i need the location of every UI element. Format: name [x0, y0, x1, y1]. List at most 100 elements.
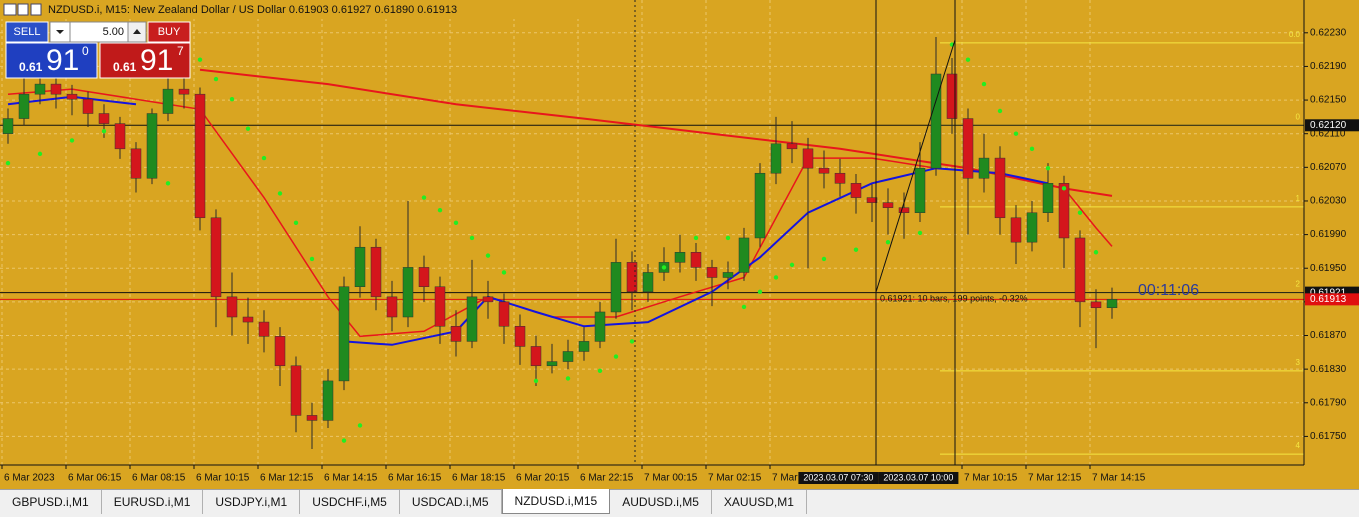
sar-dot	[293, 220, 299, 226]
fib-label: 0	[1296, 112, 1301, 121]
sar-dot	[773, 275, 779, 280]
chart: 0.0012340.622300.621900.621500.621100.62…	[0, 0, 1359, 489]
sar-dot	[725, 235, 731, 241]
candle-body	[450, 326, 462, 342]
chart-tab[interactable]: USDJPY.i,M1	[203, 490, 301, 514]
sar-dot	[437, 208, 443, 213]
x-tick-label: 6 Mar 16:15	[388, 473, 442, 484]
candle-body	[50, 83, 62, 95]
x-tick-label: 6 Mar 12:15	[260, 473, 314, 484]
sar-dot	[917, 230, 923, 236]
spinner-arrow	[133, 29, 141, 34]
sar-dot	[997, 108, 1003, 114]
candle-body	[1106, 299, 1118, 309]
sar-dot	[101, 128, 107, 134]
sar-dot	[661, 265, 667, 270]
sar-dot	[485, 253, 491, 258]
sar-dot	[165, 181, 171, 186]
x-tick-label: 7 Mar 02:15	[708, 473, 762, 484]
sar-dot	[789, 262, 795, 268]
candle-body	[1090, 301, 1102, 309]
candle-body	[818, 167, 830, 174]
candle-body	[594, 311, 606, 342]
candle-body	[546, 361, 558, 367]
sar-dot	[469, 235, 475, 241]
buy-label[interactable]: BUY	[158, 26, 181, 38]
price-label: 0.62120	[1310, 120, 1347, 131]
ask-small: 7	[177, 44, 184, 58]
chart-tab[interactable]: AUDUSD.i,M5	[610, 490, 712, 514]
buy-button[interactable]	[147, 21, 191, 43]
candle-body	[1058, 183, 1070, 239]
sar-dot	[853, 247, 859, 252]
chart-tab[interactable]: GBPUSD.i,M1	[0, 490, 102, 514]
fib-label: 4	[1296, 441, 1301, 450]
candle-body	[610, 262, 622, 313]
chart-header: NZDUSD.i, M15: New Zealand Dollar / US D…	[48, 4, 457, 16]
sar-dot	[229, 97, 235, 102]
chart-tab[interactable]: XAUUSD,M1	[712, 490, 807, 514]
bid-big: 0.61	[19, 60, 43, 74]
time-label: 2023.03.07 07:30	[803, 472, 873, 482]
y-tick-label: 0.62150	[1310, 95, 1347, 106]
sar-dot	[965, 57, 971, 62]
candle-body	[354, 246, 366, 287]
candle-body	[962, 118, 974, 179]
candle-body	[834, 172, 846, 184]
sell-label[interactable]: SELL	[14, 26, 41, 38]
candle-body	[978, 157, 990, 179]
fib-label: 1	[1296, 194, 1301, 203]
chart-tab[interactable]: NZDUSD.i,M15	[501, 489, 611, 514]
sar-dot	[613, 354, 619, 359]
candle-body	[1042, 183, 1054, 213]
y-tick-label: 0.62190	[1310, 61, 1347, 72]
sell-button[interactable]	[5, 21, 49, 43]
candle-body	[258, 321, 270, 337]
menu-icon[interactable]	[3, 3, 17, 16]
chart-tab[interactable]: USDCAD.i,M5	[400, 490, 502, 514]
chart-tabs: GBPUSD.i,M1 EURUSD.i,M1 USDJPY.i,M1 USDCHF.…	[0, 489, 1359, 517]
x-tick-label: 6 Mar 22:15	[580, 473, 634, 484]
sar-dot	[309, 256, 315, 262]
chart-icon[interactable]	[17, 3, 29, 16]
y-tick-label: 0.62110	[1310, 128, 1346, 139]
candle-body	[642, 272, 654, 293]
candle-body	[338, 286, 350, 382]
candle-body	[130, 148, 142, 179]
bid-box[interactable]	[5, 42, 98, 79]
chart-icon[interactable]	[30, 3, 42, 16]
chart-tab[interactable]: EURUSD.i,M1	[102, 490, 204, 514]
x-tick-label: 6 Mar 20:15	[516, 473, 570, 484]
candle-body	[530, 346, 542, 367]
candle-body	[754, 172, 766, 239]
ruler-line	[875, 39, 956, 293]
x-tick-label: 6 Mar 2023	[4, 473, 55, 484]
candle-body	[306, 415, 318, 421]
fib-label: 2	[1296, 280, 1301, 289]
candle-body	[114, 123, 126, 150]
sar-dot	[565, 376, 571, 381]
sar-dot	[1045, 165, 1051, 171]
y-tick-label: 0.62070	[1310, 162, 1347, 173]
candle-body	[498, 301, 510, 327]
fib-label: 3	[1296, 358, 1301, 367]
candle-body	[786, 143, 798, 150]
sar-dot	[1029, 146, 1035, 152]
sar-dot	[885, 239, 891, 245]
candle-body	[242, 316, 254, 323]
header-bar	[0, 0, 600, 19]
sar-dot	[757, 289, 763, 294]
candle-body	[994, 157, 1006, 219]
candle-body	[18, 93, 30, 119]
ask-box[interactable]	[99, 42, 191, 79]
candle-body	[866, 197, 878, 203]
y-tick-label: 0.61750	[1310, 431, 1347, 442]
chart-tab[interactable]: USDCHF.i,M5	[300, 490, 400, 514]
y-tick-label: 0.61790	[1310, 397, 1347, 408]
candle-body	[66, 93, 78, 100]
time-label-box	[878, 472, 959, 484]
candle-body	[946, 73, 958, 119]
sar-dot	[5, 160, 11, 166]
candle-body	[82, 98, 94, 114]
